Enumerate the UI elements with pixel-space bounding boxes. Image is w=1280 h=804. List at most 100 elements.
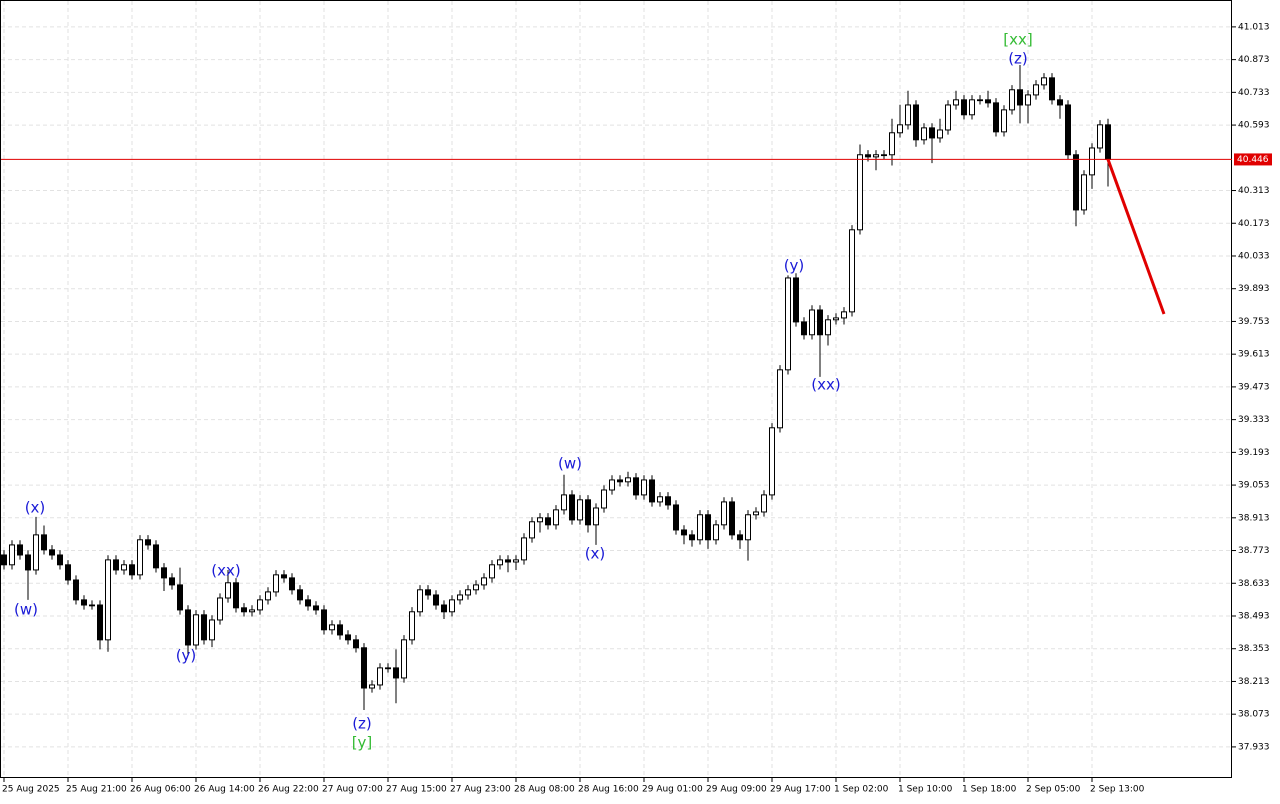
y-tick-label: 39.613: [1238, 350, 1270, 360]
wave-label: (x): [585, 545, 606, 563]
candle-body: [601, 489, 607, 509]
candle-body: [273, 574, 279, 593]
y-tick-label: 38.493: [1238, 611, 1270, 621]
candle-body: [809, 309, 815, 336]
x-tick-label: 26 Aug 22:00: [258, 785, 319, 795]
candle-body: [1017, 89, 1023, 106]
candle-body: [617, 479, 623, 483]
candle-body: [649, 479, 655, 503]
candle-body: [585, 499, 591, 526]
candle-body: [673, 504, 679, 531]
candle-body: [777, 369, 783, 429]
candle-body: [753, 511, 759, 516]
candle-body: [497, 559, 503, 566]
candle-body: [1025, 94, 1031, 106]
candle-body: [1057, 99, 1063, 106]
candle-body: [953, 99, 959, 106]
y-tick-label: 40.733: [1238, 88, 1270, 98]
y-tick-label: 38.073: [1238, 710, 1270, 720]
candle-body: [945, 104, 951, 131]
x-tick-label: 28 Aug 08:00: [514, 785, 575, 795]
wave-label: (y): [784, 257, 805, 275]
y-tick-label: 39.473: [1238, 382, 1270, 392]
candle-body: [73, 579, 79, 601]
candle-body: [761, 494, 767, 513]
candle-body: [473, 584, 479, 591]
candle-body: [1073, 154, 1079, 211]
candle-body: [633, 477, 639, 496]
candle-body: [345, 634, 351, 641]
current-price-box: [1234, 153, 1272, 166]
x-tick-label: 29 Aug 17:00: [770, 785, 831, 795]
candle-body: [969, 99, 975, 116]
candle-body: [641, 479, 647, 496]
candle-body: [505, 559, 511, 563]
candle-body: [361, 647, 367, 689]
candle-body: [1081, 174, 1087, 211]
candle-body: [17, 544, 23, 556]
candle-body: [305, 599, 311, 607]
plot-frame: [0, 0, 1232, 778]
candle-body: [457, 594, 463, 601]
candle-body: [225, 582, 231, 599]
x-tick-label: 26 Aug 14:00: [194, 785, 255, 795]
candle-body: [561, 494, 567, 511]
x-tick-label: 2 Sep 13:00: [1090, 785, 1145, 795]
candle-body: [881, 154, 887, 157]
y-tick-label: 38.213: [1238, 677, 1270, 687]
y-tick-label: 39.053: [1238, 481, 1270, 491]
candle-body: [265, 591, 271, 601]
candle-body: [321, 609, 327, 631]
candle-body: [49, 549, 55, 556]
candle-body: [825, 319, 831, 336]
candle-body: [897, 124, 903, 134]
candle-body: [129, 564, 135, 576]
candle-body: [961, 99, 967, 116]
candle-body: [529, 521, 535, 539]
candle-body: [57, 554, 63, 566]
candle-body: [41, 534, 47, 551]
candle-body: [353, 639, 359, 649]
candle-body: [329, 624, 335, 631]
candle-body: [977, 99, 983, 102]
candle-body: [937, 129, 943, 139]
y-tick-label: 38.633: [1238, 579, 1270, 589]
candle-body: [593, 507, 599, 526]
candle-body: [217, 597, 223, 621]
y-tick-label: 40.033: [1238, 251, 1270, 261]
candle-body: [817, 309, 823, 336]
y-tick-label: 38.913: [1238, 513, 1270, 523]
candle-body: [241, 607, 247, 613]
candle-body: [1041, 77, 1047, 86]
x-tick-label: 2 Sep 05:00: [1026, 785, 1081, 795]
wave-label: (z): [352, 715, 372, 733]
candle-body: [665, 496, 671, 506]
candle-body: [913, 104, 919, 141]
y-tick-label: 40.593: [1238, 121, 1270, 131]
candle-body: [1009, 89, 1015, 111]
candle-body: [905, 104, 911, 126]
candle-body: [833, 317, 839, 321]
candle-body: [873, 154, 879, 158]
candle-body: [297, 589, 303, 601]
candle-body: [745, 514, 751, 541]
candle-body: [609, 479, 615, 491]
x-tick-label: 1 Sep 10:00: [898, 785, 953, 795]
candle-body: [681, 529, 687, 536]
candle-body: [841, 311, 847, 319]
candle-body: [313, 605, 319, 611]
candle-body: [521, 537, 527, 561]
candle-body: [865, 154, 871, 158]
candle-body: [121, 564, 127, 571]
candle-body: [417, 589, 423, 613]
wave-label: (x): [25, 499, 46, 517]
candle-body: [249, 609, 255, 613]
candle-body: [921, 127, 927, 141]
x-tick-label: 29 Aug 01:00: [642, 785, 703, 795]
candle-body: [233, 582, 239, 609]
candle-body: [801, 321, 807, 336]
y-tick-label: 39.333: [1238, 415, 1270, 425]
y-tick-label: 38.773: [1238, 546, 1270, 556]
candle-body: [401, 639, 407, 679]
